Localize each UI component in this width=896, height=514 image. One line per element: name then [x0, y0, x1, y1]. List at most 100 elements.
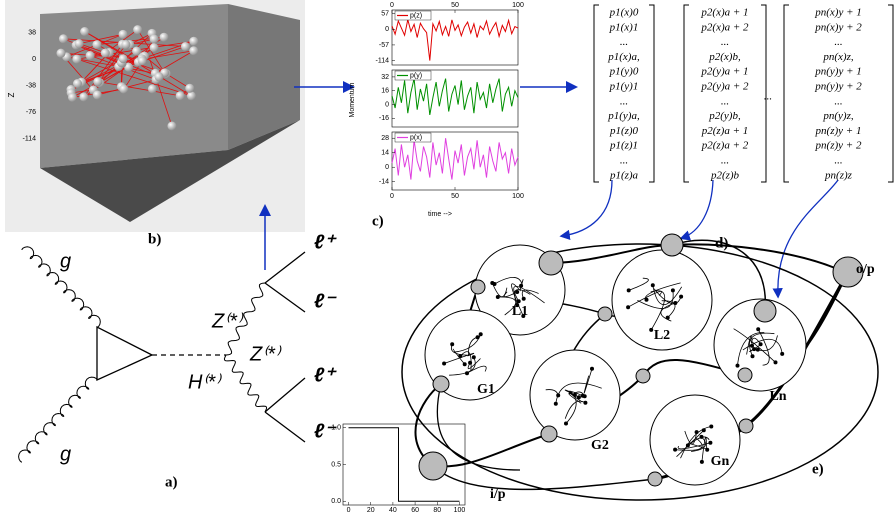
- y-tick-label: 0: [385, 101, 389, 108]
- matrix-entry: p2(x)a + 1: [700, 7, 748, 19]
- y-tick-label: 57: [381, 10, 389, 17]
- neuron: [673, 301, 677, 305]
- z-tick-label: -76: [26, 109, 36, 116]
- y-tick-label: 0.0: [331, 498, 341, 505]
- feynman-label: ℓ⁺: [314, 364, 337, 386]
- x-tick-label: 100: [512, 193, 524, 200]
- y-axis-label: Momentum: [349, 82, 356, 117]
- z-tick-label: 0: [32, 56, 36, 63]
- point: [138, 56, 147, 65]
- neuron: [671, 288, 675, 292]
- y-tick-label: 14: [381, 150, 389, 157]
- feynman-label: Z⁽*⁾: [249, 343, 282, 365]
- point: [68, 93, 77, 102]
- module-label: Ln: [769, 389, 786, 404]
- matrix-entry: pn(z)z: [824, 169, 853, 181]
- matrix-entry: p2(z)a + 2: [701, 140, 749, 152]
- y-tick-label: 32: [381, 74, 389, 81]
- neuron: [780, 352, 784, 356]
- hub-node: [754, 300, 776, 322]
- matrix-entry: p1(z)1: [609, 140, 638, 152]
- x-tick-label: 0: [390, 2, 394, 9]
- neuron: [751, 354, 755, 358]
- matrix-entry: ...: [721, 36, 729, 48]
- gluon: [19, 377, 97, 462]
- y-tick-label: -14: [379, 179, 389, 186]
- y-tick-label: 1.0: [331, 425, 341, 432]
- matrix-entry: p1(y)a,: [607, 110, 640, 122]
- x-tick-label: 100: [454, 507, 466, 514]
- hub-node: [636, 369, 650, 383]
- bracket: [594, 5, 599, 182]
- neuron: [700, 460, 704, 464]
- matrix-entry: p2(y)b,: [708, 110, 741, 122]
- z-tick-label: -38: [26, 82, 36, 89]
- neuron: [590, 367, 594, 371]
- matrix-entry: pn(z)y + 2: [815, 140, 862, 152]
- panel-label: c): [372, 213, 384, 229]
- neuron: [695, 430, 699, 434]
- matrix-entry: ...: [721, 95, 729, 107]
- hub-node: [738, 368, 752, 382]
- point: [154, 72, 163, 81]
- matrix-entry: pn(x)y + 2: [814, 21, 862, 33]
- point: [187, 91, 196, 100]
- neuron: [556, 393, 560, 397]
- point: [148, 84, 157, 93]
- neuron: [673, 448, 677, 452]
- z-axis-label: Z: [7, 92, 16, 97]
- point: [160, 33, 169, 42]
- point: [189, 37, 198, 46]
- data-line: [392, 20, 518, 61]
- x-axis-label: time -->: [428, 211, 452, 218]
- matrix-entry: p2(z)b: [710, 169, 740, 181]
- module-label: L1: [512, 304, 528, 319]
- point: [132, 47, 141, 56]
- neuron: [479, 332, 483, 336]
- matrix-entry: pn(x)z,: [822, 51, 853, 63]
- matrix-entry: p2(x)a + 2: [700, 21, 749, 33]
- x-tick-label: 50: [451, 2, 459, 9]
- y-tick-label: -16: [379, 115, 389, 122]
- feynman-label: g: [60, 443, 71, 465]
- neuron: [736, 364, 740, 368]
- hub-node: [648, 472, 662, 486]
- y-tick-label: -114: [376, 57, 390, 64]
- z-tick-label: -114: [23, 135, 37, 142]
- hub-node: [739, 419, 753, 433]
- point: [189, 46, 198, 55]
- point: [176, 91, 185, 100]
- neuron: [581, 394, 585, 398]
- matrix-entry: p1(x)a,: [607, 51, 640, 63]
- matrix-ellipsis: ...: [764, 91, 772, 103]
- y-tick-label: 0.5: [331, 461, 341, 468]
- output-label: o/p: [856, 262, 875, 277]
- neuron: [702, 428, 706, 432]
- y-tick-label: 0: [385, 164, 389, 171]
- point: [119, 54, 128, 63]
- panel-label: e): [812, 461, 824, 477]
- neuron: [554, 402, 558, 406]
- x-tick-label: 0: [347, 507, 351, 514]
- panel-label: a): [165, 474, 178, 490]
- matrix-entry: ...: [834, 155, 842, 167]
- hub-node: [541, 426, 557, 442]
- neuron: [564, 422, 568, 426]
- bracket: [888, 5, 893, 182]
- matrix-entry: ...: [620, 95, 628, 107]
- neuron: [627, 288, 631, 292]
- neuron: [759, 342, 763, 346]
- neuron: [577, 395, 581, 399]
- panel-label: b): [148, 231, 161, 247]
- legend-label: p(x): [410, 134, 422, 141]
- neuron: [651, 283, 655, 287]
- network-modules: L1L2LnG1G2Gn: [419, 234, 863, 486]
- x-tick-label: 50: [451, 193, 459, 200]
- neuron: [522, 297, 526, 301]
- neuron: [472, 355, 476, 359]
- matrix-entry: p1(x)0: [609, 7, 639, 19]
- matrix-entry: p1(y)1: [609, 81, 639, 93]
- figure: Z a) b) c) d) e) g g H⁽*⁾ Z⁽*⁾ Z⁽*⁾ ℓ⁺ ℓ…: [0, 0, 896, 514]
- module-label: G1: [477, 382, 495, 397]
- matrix-entry: p1(x)1: [609, 21, 639, 33]
